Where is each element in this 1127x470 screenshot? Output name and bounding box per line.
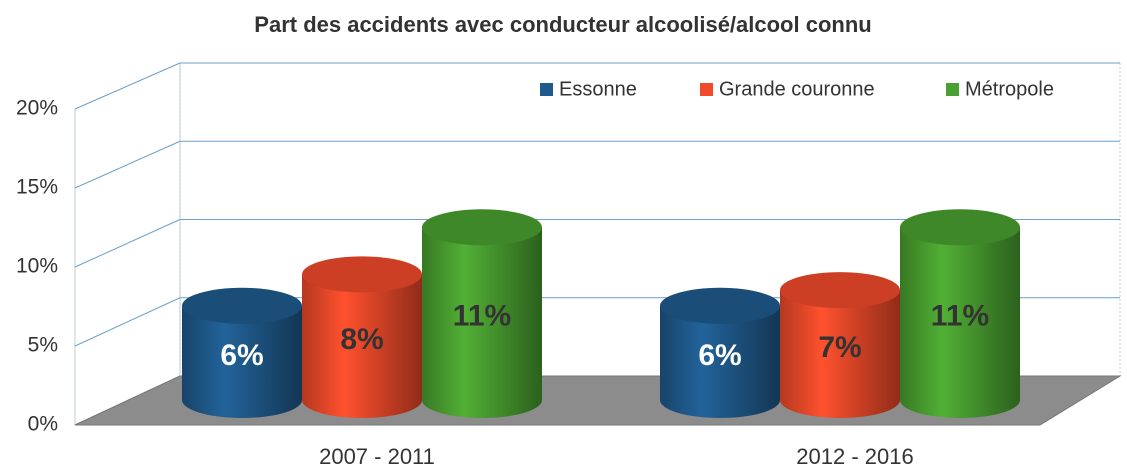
cylinder-top xyxy=(422,209,542,246)
legend-swatch xyxy=(946,83,959,96)
value-label: 11% xyxy=(453,300,511,333)
cylinder-top xyxy=(780,272,900,309)
cylinder-body xyxy=(182,305,302,418)
y-tick-label: 5% xyxy=(28,334,58,357)
value-label: 11% xyxy=(931,300,989,333)
x-tick-label: 2012 - 2016 xyxy=(796,444,913,469)
legend-label: Métropole xyxy=(965,78,1054,100)
cylinder-top xyxy=(302,256,422,293)
value-label: 8% xyxy=(340,323,383,356)
value-label: 6% xyxy=(220,339,263,372)
legend-label: Essonne xyxy=(559,78,637,100)
value-label: 7% xyxy=(818,331,861,364)
grid-line xyxy=(74,219,181,268)
chart-title: Part des accidents avec conducteur alcoo… xyxy=(254,12,871,37)
y-tick-label: 20% xyxy=(16,97,58,120)
x-tick-label: 2007 - 2011 xyxy=(319,444,435,469)
y-tick-label: 10% xyxy=(16,255,58,278)
cylinder-body xyxy=(780,290,900,418)
cylinder-body xyxy=(422,227,542,418)
side-wall xyxy=(74,62,181,426)
cylinder-body xyxy=(302,274,422,418)
y-tick-label: 15% xyxy=(16,176,58,199)
cylinder-top xyxy=(900,209,1020,246)
legend-swatch xyxy=(540,83,553,96)
cylinder-body xyxy=(660,305,780,418)
legend-label: Grande couronne xyxy=(719,78,875,100)
value-label: 6% xyxy=(698,339,741,372)
grid-line xyxy=(74,140,181,189)
grid-line xyxy=(74,62,181,110)
cylinder-top xyxy=(182,287,302,324)
legend-swatch xyxy=(700,83,713,96)
grid-line xyxy=(74,297,181,347)
y-tick-label: 0% xyxy=(28,413,58,436)
cylinder-top xyxy=(660,287,780,324)
cylinder-body xyxy=(900,227,1020,418)
